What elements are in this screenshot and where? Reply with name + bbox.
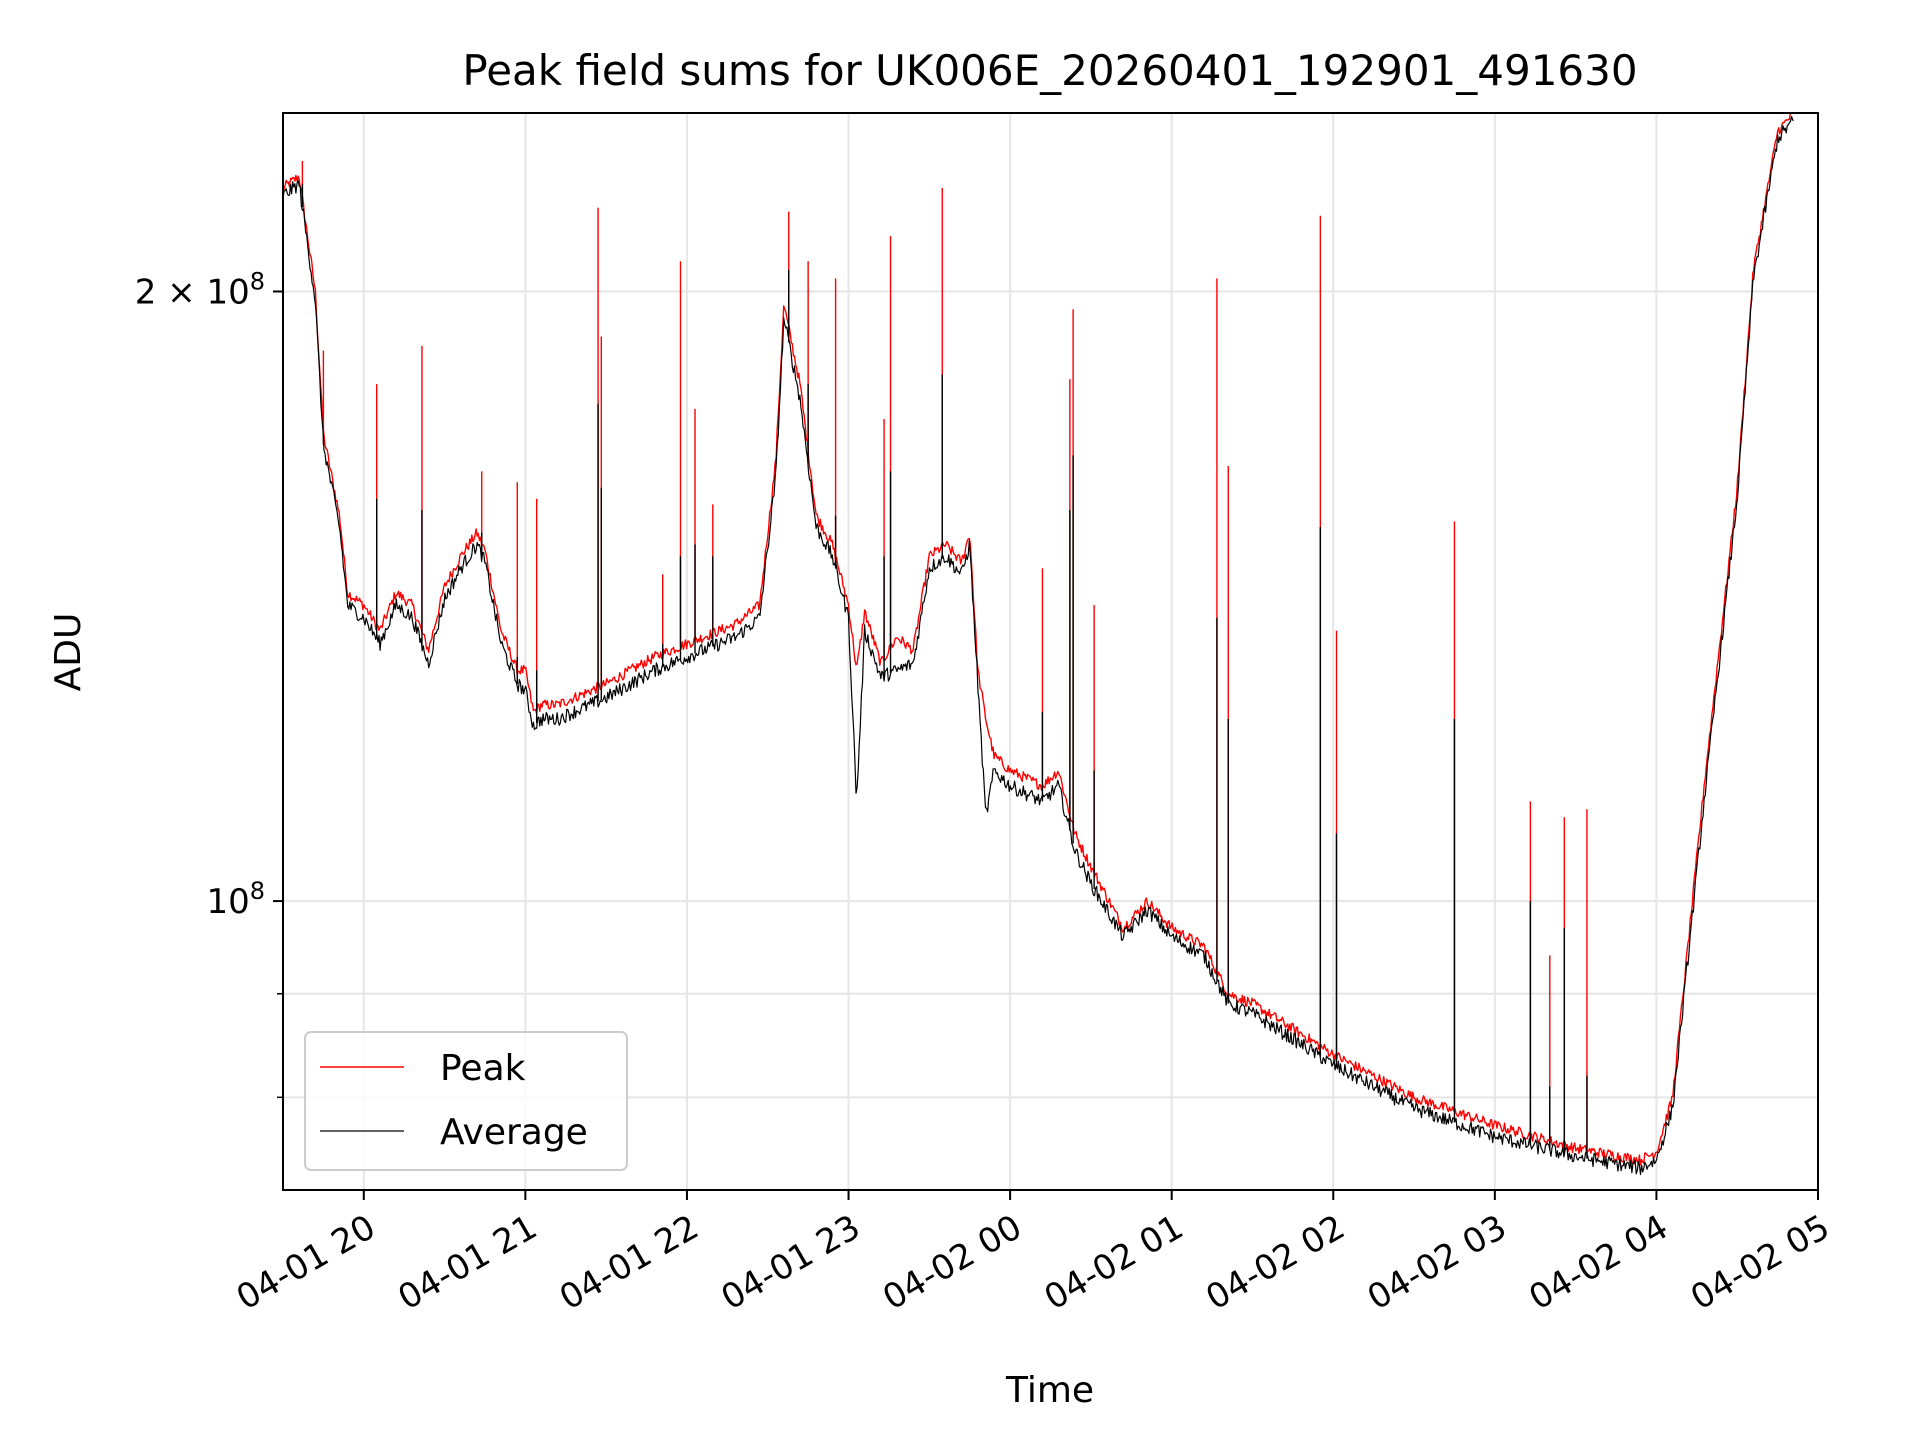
- y-axis-label: ADU: [48, 613, 89, 692]
- legend: Peak Average: [304, 1031, 628, 1171]
- average-series-line: [283, 116, 1794, 1176]
- legend-peak-label: Peak: [440, 1048, 526, 1089]
- grid: [283, 113, 1818, 1190]
- peak-series-line: [283, 113, 1793, 1166]
- legend-average-label: Average: [440, 1112, 588, 1153]
- chart-title: Peak field sums for UK006E_20260401_1929…: [462, 46, 1637, 95]
- y-tick-label: 108: [206, 877, 265, 922]
- plot-frame: [282, 112, 1819, 1191]
- y-tick-label: 2 × 108: [135, 267, 265, 312]
- y-axis: 108 2 × 108: [135, 267, 283, 1099]
- average-spikes: [301, 183, 1588, 1159]
- x-axis-label: Time: [1005, 1370, 1094, 1411]
